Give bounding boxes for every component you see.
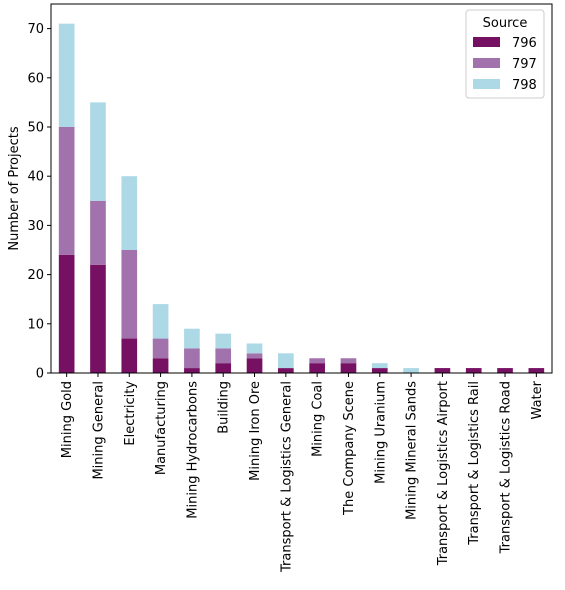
x-tick-label-1: Mining General: [91, 381, 106, 480]
y-tick-label-3: 30: [27, 219, 44, 234]
bar-segment-796-7: [278, 368, 294, 373]
x-tick-label-0: Mining Gold: [60, 381, 75, 458]
y-tick-label-5: 50: [27, 121, 44, 136]
legend-swatch-796: [473, 37, 500, 47]
x-tick-label-9: The Company Scene: [342, 381, 357, 516]
bar-segment-796-0: [58, 254, 75, 373]
bar-segment-797-8: [309, 358, 325, 364]
bar-segment-798-2: [121, 176, 138, 250]
legend-title: Source: [483, 16, 528, 31]
legend-label-798: 798: [512, 78, 537, 93]
x-tick-label-11: Mining Mineral Sands: [405, 381, 420, 520]
bar-segment-796-15: [528, 368, 545, 373]
legend: Source 796 797 798: [465, 9, 545, 99]
bar-segment-798-3: [152, 304, 169, 339]
bar-segment-796-4: [184, 368, 200, 373]
legend-box: [465, 9, 545, 99]
bar-segment-798-7: [278, 353, 294, 369]
x-tick-label-2: Electricity: [123, 381, 138, 446]
bar-segment-798-0: [58, 23, 75, 127]
legend-label-796: 796: [512, 36, 537, 51]
bar-segment-798-4: [184, 328, 200, 349]
bar-segment-798-5: [215, 333, 232, 349]
bar-segment-796-9: [340, 363, 357, 373]
bar-segment-797-1: [90, 200, 106, 265]
bar-segment-797-0: [58, 127, 75, 255]
bar-segment-797-3: [152, 338, 169, 359]
x-tick-label-3: Manufacturing: [154, 381, 169, 475]
legend-swatch-797: [473, 58, 500, 68]
axes-layer: 0 10 20 30 40 50 60 70 Mining Gold Mining General…: [27, 3, 553, 573]
y-tick-label-4: 40: [27, 170, 44, 185]
y-tick-label-0: 0: [36, 367, 44, 382]
bar-segment-796-6: [246, 358, 263, 373]
bar-segment-798-6: [246, 343, 263, 354]
y-tick-label-7: 70: [27, 22, 44, 37]
x-tick-label-15: Water: [530, 380, 545, 419]
bar-segment-796-1: [90, 264, 106, 373]
bar-segment-796-2: [121, 338, 138, 373]
bar-segment-797-6: [246, 353, 263, 359]
bar-segment-798-10: [371, 363, 388, 369]
x-tick-label-12: Transport & Logistics Airport: [436, 381, 451, 566]
x-tick-label-5: Building: [217, 381, 232, 434]
bar-segment-796-3: [152, 358, 169, 373]
bar-segment-798-1: [90, 102, 106, 201]
x-tick-label-8: Mining Coal: [311, 381, 326, 457]
x-tick-label-7: Transport & Logistics General: [279, 381, 294, 573]
bar-segment-797-5: [215, 348, 232, 364]
bar-segment-796-12: [434, 368, 451, 373]
bar-segment-796-13: [465, 368, 482, 373]
y-axis-title: Number of Projects: [7, 126, 22, 250]
x-tick-label-6: Mining Iron Ore: [248, 381, 263, 481]
legend-swatch-798: [473, 79, 500, 89]
bar-segment-796-10: [371, 368, 388, 373]
bar-segment-796-14: [497, 368, 513, 373]
legend-label-797: 797: [512, 57, 537, 72]
bars-layer: [58, 23, 545, 373]
y-tick-label-6: 60: [27, 71, 44, 86]
y-tick-label-1: 10: [27, 317, 44, 332]
bar-segment-797-2: [121, 250, 138, 339]
bar-segment-797-9: [340, 358, 357, 364]
bar-segment-797-4: [184, 348, 200, 369]
x-tick-label-4: Mining Hydrocarbons: [185, 381, 200, 519]
bar-segment-796-8: [309, 363, 325, 373]
x-tick-label-14: Transport & Logistics Road: [499, 381, 514, 554]
plot-frame: [50, 3, 553, 374]
bar-segment-798-11: [403, 368, 419, 373]
bar-segment-796-5: [215, 363, 232, 373]
y-tick-label-2: 20: [27, 268, 44, 283]
x-tick-label-13: Transport & Logistics Rail: [467, 381, 482, 546]
x-tick-label-10: Mining Uranium: [373, 381, 388, 484]
